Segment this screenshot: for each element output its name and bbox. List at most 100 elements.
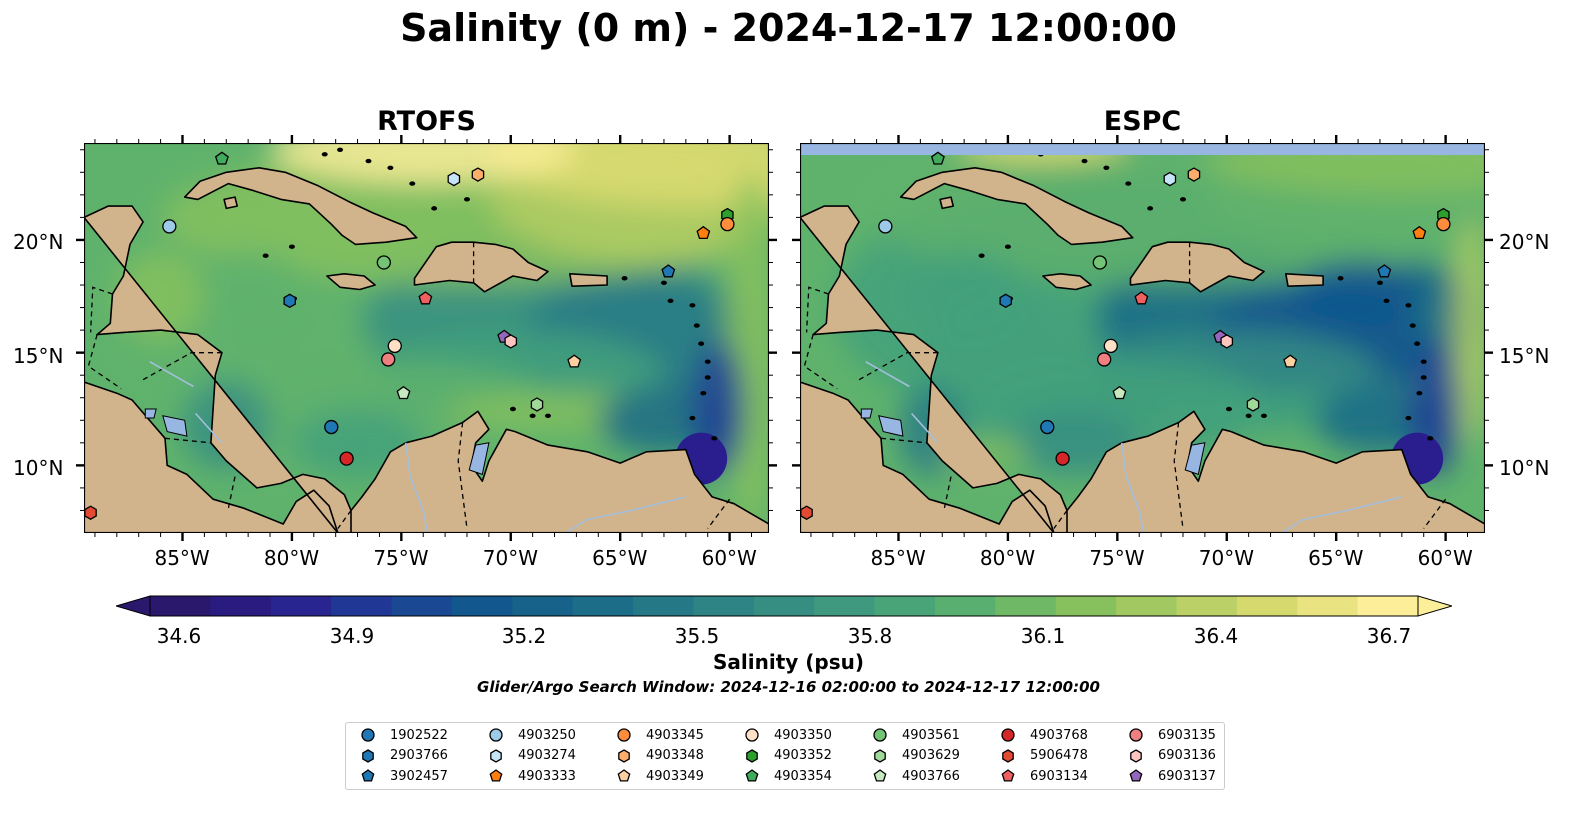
float-4903354 <box>930 151 945 165</box>
lon-label-85w: 85°W <box>154 546 210 570</box>
colorbar-segment <box>874 596 936 616</box>
legend-marker-hexagon <box>1002 748 1014 763</box>
lon-label-80w: 80°W <box>263 546 320 570</box>
island <box>529 413 536 418</box>
colorbar-segment <box>934 596 996 616</box>
island <box>431 206 438 211</box>
legend-label: 4903629 <box>902 748 960 763</box>
lake-maracaibo <box>468 442 490 476</box>
land-hispaniola <box>1129 241 1265 293</box>
land-jamaica <box>1042 273 1092 291</box>
lon-label-60w: 60°W <box>701 546 757 570</box>
colorbar-tick: 36.1 <box>1020 624 1066 648</box>
float-4903354 <box>214 151 229 165</box>
legend-label: 4903348 <box>646 748 704 763</box>
island <box>1409 323 1416 328</box>
colorbar-segment <box>451 596 513 616</box>
colorbar-segment <box>572 596 634 616</box>
colorbar-segment <box>995 596 1057 616</box>
island <box>693 323 700 328</box>
legend-label: 4903352 <box>774 748 832 763</box>
island <box>1376 280 1383 285</box>
legend-label: 4903354 <box>774 768 832 784</box>
legend-label: 6903137 <box>1158 768 1216 784</box>
legend-label: 4903349 <box>646 768 704 784</box>
river <box>404 442 429 533</box>
legend-marker-circle <box>617 728 631 742</box>
legend-item: 2903766 <box>360 747 448 765</box>
island <box>365 158 372 164</box>
country-border <box>805 286 829 333</box>
salinity-patch <box>1292 260 1424 328</box>
colorbar-tick: 35.2 <box>501 624 547 648</box>
island <box>1337 276 1344 281</box>
lake-managua <box>860 408 873 419</box>
colorbar-tick: 35.8 <box>847 624 893 648</box>
island <box>689 303 696 308</box>
country-border <box>142 352 222 381</box>
legend-item: 4903629 <box>872 747 960 765</box>
river <box>911 412 939 444</box>
panel-title-espc: ESPC <box>1103 106 1182 137</box>
colorbar-segment <box>1055 596 1117 616</box>
colorbar-tick: 36.4 <box>1193 624 1239 648</box>
float-4903766 <box>396 385 411 400</box>
colorbar-tick: 34.9 <box>329 624 375 648</box>
legend-item: 4903766 <box>872 767 960 785</box>
island <box>1081 158 1088 164</box>
island <box>667 298 674 304</box>
float-1902522 <box>1040 419 1055 435</box>
island <box>1179 197 1186 202</box>
legend-label: 2903766 <box>390 748 448 763</box>
colorbar-segment <box>210 596 272 616</box>
float-4903250 <box>878 219 893 234</box>
legend-marker-pentagon <box>489 769 503 782</box>
river <box>565 496 686 533</box>
float-4903629 <box>1246 397 1260 412</box>
float-2903766 <box>283 293 296 309</box>
lon-label-70w: 70°W <box>482 546 538 570</box>
colorbar <box>116 595 1452 617</box>
legend-marker-circle <box>873 728 887 742</box>
legend-marker-circle <box>1001 728 1015 742</box>
island <box>1245 413 1252 418</box>
map-espc <box>800 143 1485 533</box>
island <box>1405 415 1412 421</box>
country-border <box>457 422 468 529</box>
country-border <box>880 437 927 444</box>
lon-label-75w: 75°W <box>1089 546 1145 570</box>
island <box>621 276 628 281</box>
island <box>1147 206 1154 211</box>
legend-marker-circle <box>1129 728 1143 742</box>
float-6903136 <box>1220 334 1234 349</box>
lat-label-20n-right: 20°N <box>1499 230 1550 254</box>
country-border <box>89 286 113 333</box>
float-4903561 <box>1092 255 1107 270</box>
island <box>689 415 696 421</box>
land-hispaniola <box>413 241 549 293</box>
float-4903349 <box>567 354 582 368</box>
colorbar-label: Salinity (psu) <box>712 650 864 674</box>
colorbar-segment <box>270 596 332 616</box>
legend-item: 3902457 <box>360 767 448 785</box>
island <box>978 253 985 258</box>
island <box>1420 375 1427 380</box>
river <box>1120 442 1145 533</box>
lake-nicaragua <box>162 415 188 437</box>
island <box>1383 298 1390 304</box>
legend-item: 6903137 <box>1128 767 1216 785</box>
legend-label: 4903274 <box>518 748 576 763</box>
figure-title: Salinity (0 m) - 2024-12-17 12:00:00 <box>400 6 1177 50</box>
island <box>288 244 295 249</box>
land-cuba <box>899 166 1134 246</box>
legend-label: 4903561 <box>902 727 960 743</box>
lat-label-15n-left: 15°N <box>13 344 64 368</box>
lon-label-70w: 70°W <box>1198 546 1254 570</box>
lon-label-65w: 65°W <box>592 546 648 570</box>
legend-marker-circle <box>745 728 759 742</box>
island <box>1225 406 1232 412</box>
island <box>711 436 718 441</box>
colorbar-segment <box>633 596 695 616</box>
colorbar-extend-high <box>1417 595 1452 617</box>
float-4903349 <box>1283 354 1298 368</box>
